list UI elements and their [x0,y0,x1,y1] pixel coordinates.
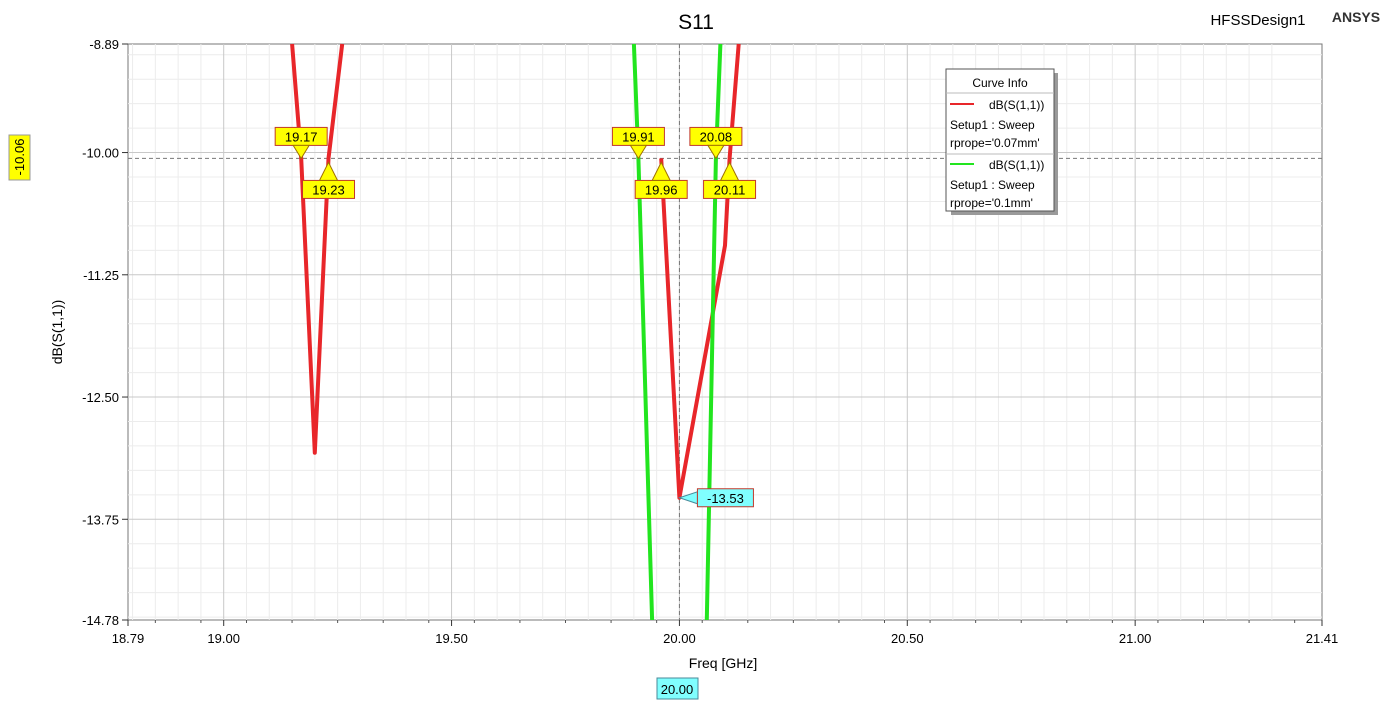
y-tick-label: -13.75 [82,512,119,527]
marker-label: 19.96 [645,182,678,197]
y-tick-label: -8.89 [89,37,119,52]
legend-title: Curve Info [972,76,1028,90]
marker-label: 19.91 [622,129,655,144]
x-cursor-value: 20.00 [661,682,694,697]
marker-label: 20.11 [714,182,746,197]
marker-19-91[interactable]: 19.91 [611,126,665,160]
x-tick-label: 18.79 [112,631,145,646]
marker-label: 19.23 [312,182,345,197]
marker-20-11[interactable]: 20.11 [703,161,757,199]
series-1-line[interactable] [659,43,741,500]
x-axis-label: Freq [GHz] [689,655,757,671]
marker-label: 20.08 [700,129,733,144]
x-tick-label: 21.41 [1306,631,1339,646]
y-axis-label: dB(S(1,1)) [49,300,65,365]
y-tick-label: -14.78 [82,613,119,628]
legend-series-1-setup: Setup1 : Sweep [950,118,1035,132]
legend-series-1-name: dB(S(1,1)) [989,98,1044,112]
x-tick-label: 19.50 [435,631,468,646]
marker-19-96[interactable]: 19.96 [634,161,688,199]
major-grid [128,44,1322,620]
series-1-line[interactable] [290,43,345,455]
legend-series-2-name: dB(S(1,1)) [989,158,1044,172]
legend-series-2-setup: Setup1 : Sweep [950,178,1035,192]
min-marker[interactable]: -13.53 [677,488,754,508]
legend-series-2-param: rprope='0.1mm' [950,196,1033,210]
y-cursor-badge[interactable]: -10.06 [8,134,31,181]
legend[interactable]: Curve Info dB(S(1,1)) Setup1 : Sweep rpr… [945,68,1058,215]
marker-19-17[interactable]: 19.17 [274,126,328,160]
marker-20-08[interactable]: 20.08 [689,126,743,160]
y-tick-label: -12.50 [82,390,119,405]
x-tick-label: 20.50 [891,631,924,646]
min-marker-label: -13.53 [707,491,744,506]
legend-series-1-param: rprope='0.07mm' [950,136,1040,150]
x-tick-label: 21.00 [1119,631,1152,646]
minor-grid [128,44,1322,620]
y-cursor-value: -10.06 [12,139,27,176]
design-name: HFSSDesign1 [1210,12,1305,29]
marker-label: 19.17 [285,129,318,144]
y-tick-label: -11.25 [83,268,119,283]
axis-ticks: 18.79 19.00 19.50 20.00 20.50 21.00 21.41 -8.89… [82,37,1338,646]
markers: 19.17 19.23 19.91 19.96 20.08 20.11 -13.53 [274,126,757,508]
marker-19-23[interactable]: 19.23 [302,161,356,199]
x-cursor-badge[interactable]: 20.00 [656,677,699,700]
x-tick-label: 19.00 [207,631,240,646]
ansys-brand: ANSYS [1332,9,1380,25]
x-tick-label: 20.00 [663,631,696,646]
chart-title: S11 [678,11,714,34]
y-tick-label: -10.00 [82,146,119,161]
